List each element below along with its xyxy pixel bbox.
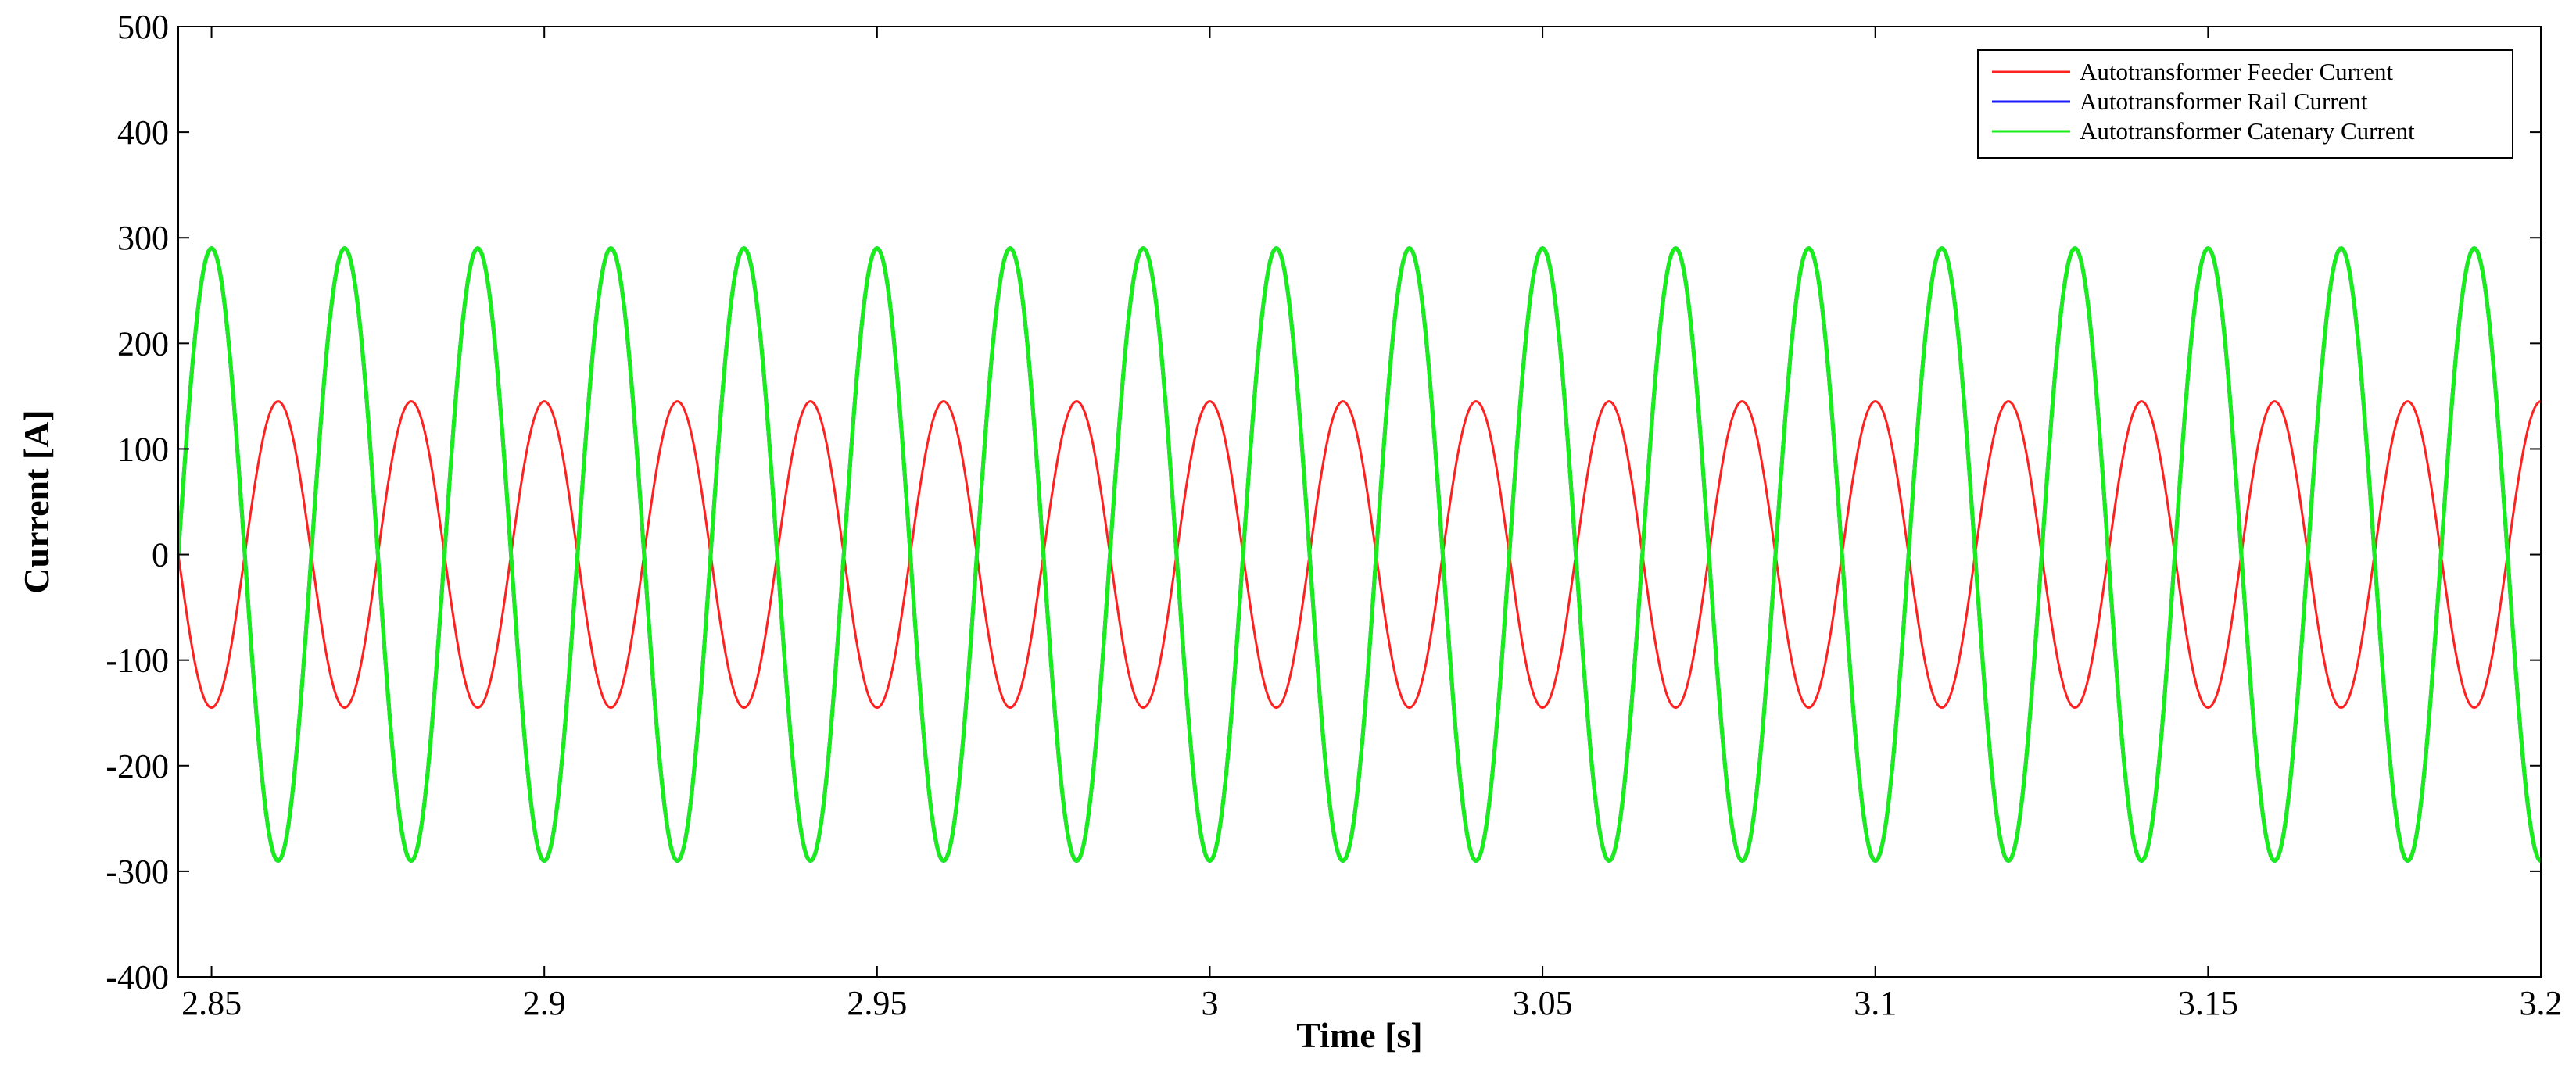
y-tick-label: -400 bbox=[106, 958, 169, 996]
y-tick-label: 500 bbox=[117, 8, 169, 46]
y-tick-label: -200 bbox=[106, 747, 169, 785]
legend: Autotransformer Feeder Current Autotransf… bbox=[1977, 49, 2513, 159]
ticks-layer: 2.85 2.9 2.95 3 3.05 3.1 3.15 3.2 -400 -300 -200 -1… bbox=[106, 8, 2562, 1022]
y-tick-label: 400 bbox=[117, 113, 169, 152]
y-tick-label: -100 bbox=[106, 642, 169, 680]
x-tick-label: 2.85 bbox=[181, 984, 242, 1022]
y-tick-label: 100 bbox=[117, 430, 169, 468]
legend-label-1: Autotransformer Feeder Current bbox=[2080, 58, 2394, 85]
plot-area-frame bbox=[177, 26, 2542, 978]
series-line-3 bbox=[178, 246, 2541, 863]
x-tick-label: 2.95 bbox=[847, 984, 907, 1022]
x-tick-label: 3.1 bbox=[1854, 984, 1897, 1022]
y-tick-label: -300 bbox=[106, 853, 169, 891]
x-tick-label: 3 bbox=[1201, 984, 1218, 1022]
series-layer bbox=[178, 246, 2541, 863]
x-tick-label: 3.15 bbox=[2178, 984, 2238, 1022]
x-tick-label: 3.05 bbox=[1513, 984, 1573, 1022]
x-tick-label: 2.9 bbox=[523, 984, 566, 1022]
legend-box bbox=[1977, 49, 2513, 159]
y-tick-label: 0 bbox=[152, 536, 169, 574]
y-tick-label: 200 bbox=[117, 324, 169, 363]
x-axis-label: Time [s] bbox=[1296, 1015, 1422, 1055]
series-line-1 bbox=[178, 400, 2541, 709]
legend-label-2: Autotransformer Rail Current bbox=[2080, 88, 2368, 115]
y-axis-label: Current [A] bbox=[16, 410, 56, 593]
legend-label-3: Autotransformer Catenary Current bbox=[2080, 117, 2415, 145]
x-tick-label: 3.2 bbox=[2520, 984, 2563, 1022]
y-tick-label: 300 bbox=[117, 219, 169, 257]
